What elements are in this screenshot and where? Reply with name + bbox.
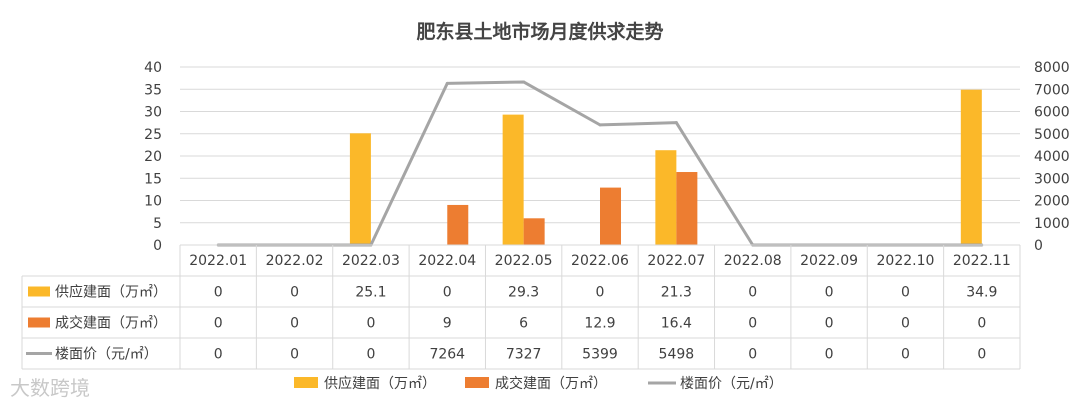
bar-deal-2022.04 bbox=[447, 204, 469, 245]
table-cell: 5498 bbox=[659, 347, 695, 363]
legend-key bbox=[294, 377, 318, 388]
y-left-tick-label: 25 bbox=[144, 127, 162, 143]
table-cell: 0 bbox=[748, 285, 757, 301]
table-cell: 0 bbox=[977, 316, 986, 332]
y-right-tick-label: 5000 bbox=[1034, 127, 1070, 143]
y-right-tick-label: 2000 bbox=[1034, 194, 1070, 210]
x-tick-label: 2022.01 bbox=[189, 253, 247, 269]
legend: 供应建面（万㎡） 成交建面（万㎡） 楼面价（元/㎡） bbox=[294, 375, 783, 392]
y-left-tick-label: 20 bbox=[144, 149, 162, 165]
x-tick-label: 2022.05 bbox=[495, 253, 553, 269]
bar-deal-2022.06 bbox=[600, 187, 621, 245]
data-table: 2022.01 2022.02 2022.03 2022.04 2022.05 2022.… bbox=[21, 244, 1021, 370]
table-cell: 0 bbox=[825, 347, 834, 363]
table-cell: 0 bbox=[290, 285, 299, 301]
table-cell: 0 bbox=[748, 316, 757, 332]
table-cell: 0 bbox=[596, 285, 605, 301]
y-left-tick-label: 15 bbox=[144, 171, 162, 187]
line-point-2022.04 bbox=[445, 81, 449, 85]
bars bbox=[349, 89, 982, 246]
table-cell: 0 bbox=[366, 347, 375, 363]
table-cell: 16.4 bbox=[661, 316, 692, 332]
bar-supply-2022.11 bbox=[960, 89, 982, 245]
x-tick-label: 2022.10 bbox=[877, 253, 935, 269]
x-tick-label: 2022.06 bbox=[571, 253, 629, 269]
table-cell: 0 bbox=[901, 347, 910, 363]
gridlines bbox=[180, 66, 1020, 246]
table-cell: 0 bbox=[214, 347, 223, 363]
table-cell: 12.9 bbox=[584, 316, 615, 332]
x-tick-label: 2022.02 bbox=[266, 253, 324, 269]
table-cell: 0 bbox=[214, 316, 223, 332]
x-tick-label: 2022.09 bbox=[800, 253, 858, 269]
table-cell: 0 bbox=[214, 285, 223, 301]
y-right-tick-label: 8000 bbox=[1034, 60, 1070, 76]
bar-deal-2022.07 bbox=[676, 172, 698, 245]
legend-label: 成交建面（万㎡） bbox=[495, 375, 607, 392]
y-right-tick-label: 3000 bbox=[1034, 171, 1070, 187]
table-cell: 29.3 bbox=[508, 285, 539, 301]
y-left-tick-label: 10 bbox=[144, 194, 162, 210]
table-cell: 7264 bbox=[429, 347, 465, 363]
table-cell: 21.3 bbox=[661, 285, 692, 301]
table-series-label: 供应建面（万㎡） bbox=[55, 284, 167, 301]
bar-supply-2022.07 bbox=[655, 150, 677, 245]
y-left-tick-label: 30 bbox=[144, 105, 162, 121]
table-legend-key bbox=[28, 317, 50, 328]
line-point-2022.07 bbox=[674, 121, 678, 125]
table-cell: 0 bbox=[901, 285, 910, 301]
x-tick-label: 2022.07 bbox=[647, 253, 705, 269]
x-tick-label: 2022.03 bbox=[342, 253, 400, 269]
y-right-tick-label: 7000 bbox=[1034, 82, 1070, 98]
bar-supply-2022.05 bbox=[502, 114, 524, 246]
y-right-tick-label: 4000 bbox=[1034, 149, 1070, 165]
y-right-tick-label: 6000 bbox=[1034, 105, 1070, 121]
table-cell: 25.1 bbox=[355, 285, 386, 301]
y-left-tick-label: 40 bbox=[144, 60, 162, 76]
line-point-2022.05 bbox=[522, 80, 526, 84]
table-series-label: 成交建面（万㎡） bbox=[55, 315, 167, 332]
table-cell: 7327 bbox=[506, 347, 542, 363]
x-tick-label: 2022.11 bbox=[953, 253, 1011, 269]
y-right-tick-label: 1000 bbox=[1034, 216, 1070, 232]
watermark: 大数跨境 bbox=[10, 376, 90, 400]
y-axis-right: 0 1000 2000 3000 4000 5000 6000 7000 8000 bbox=[1034, 60, 1070, 254]
table-cell: 34.9 bbox=[966, 285, 997, 301]
bar-deal-2022.05 bbox=[523, 218, 545, 245]
legend-label: 楼面价（元/㎡） bbox=[680, 376, 783, 392]
table-cell: 0 bbox=[748, 347, 757, 363]
table-cell: 0 bbox=[977, 347, 986, 363]
x-tick-label: 2022.08 bbox=[724, 253, 782, 269]
bar-supply-2022.03 bbox=[349, 133, 371, 245]
table-cell: 5399 bbox=[582, 347, 618, 363]
y-left-tick-label: 0 bbox=[153, 238, 162, 254]
table-series-label: 楼面价（元/㎡） bbox=[55, 347, 158, 363]
table-legend-key bbox=[28, 286, 50, 297]
table-cell: 0 bbox=[901, 316, 910, 332]
table-cell: 0 bbox=[366, 316, 375, 332]
table-cell: 0 bbox=[290, 316, 299, 332]
line-point-2022.06 bbox=[598, 123, 602, 127]
table-cell: 0 bbox=[443, 285, 452, 301]
y-left-tick-label: 5 bbox=[153, 216, 162, 232]
y-right-tick-label: 0 bbox=[1034, 238, 1043, 254]
x-tick-label: 2022.04 bbox=[418, 253, 476, 269]
chart-title: 肥东县土地市场月度供求走势 bbox=[416, 20, 663, 43]
table-cell: 6 bbox=[519, 316, 528, 332]
table-cell: 0 bbox=[825, 285, 834, 301]
table-cell: 9 bbox=[443, 316, 452, 332]
y-left-tick-label: 35 bbox=[144, 82, 162, 98]
y-axis-left: 0 5 10 15 20 25 30 35 40 bbox=[144, 60, 162, 254]
legend-key bbox=[465, 377, 489, 388]
table-cell: 0 bbox=[825, 316, 834, 332]
legend-label: 供应建面（万㎡） bbox=[324, 375, 436, 392]
table-cell: 0 bbox=[290, 347, 299, 363]
